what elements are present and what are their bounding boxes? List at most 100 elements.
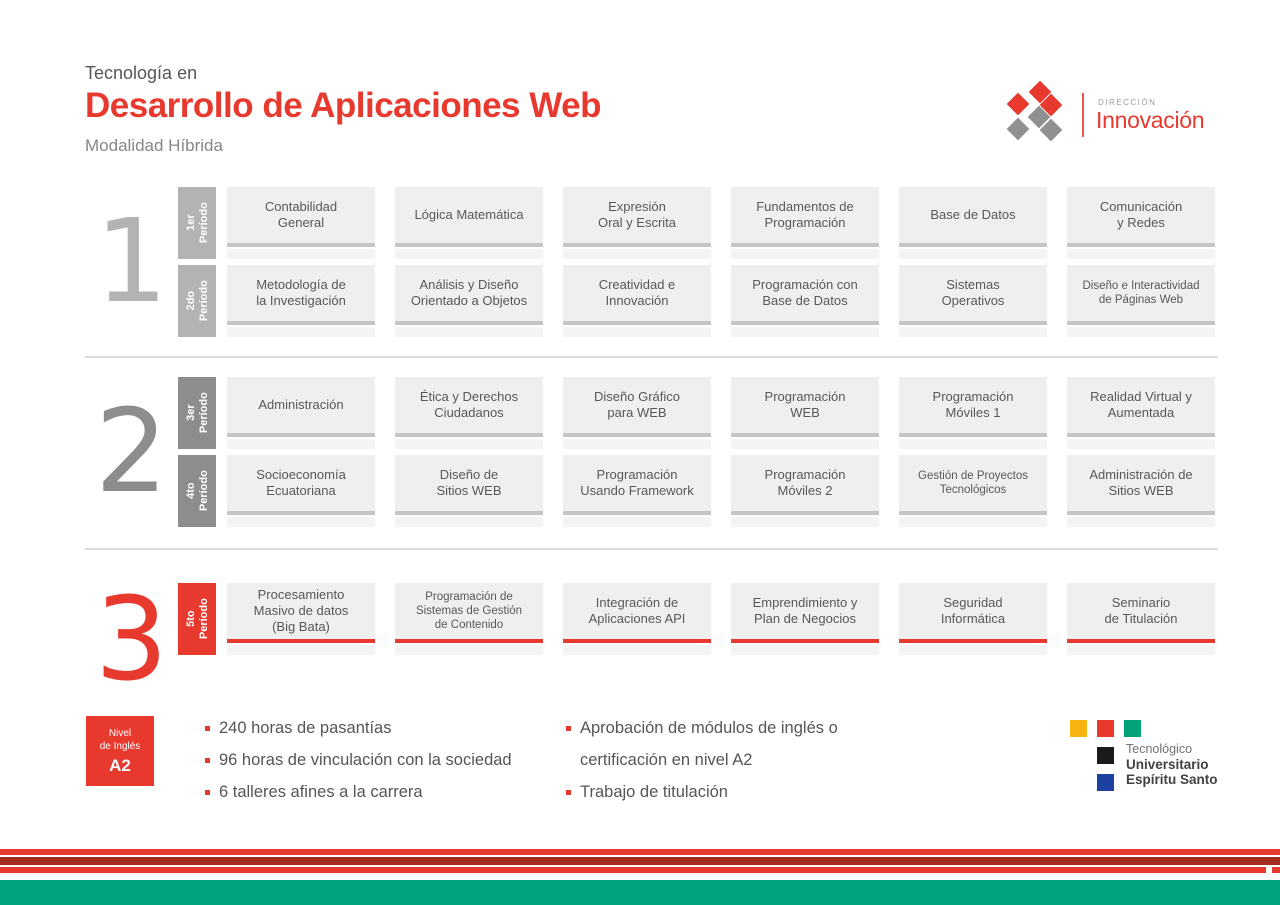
course-title: Base de Datos bbox=[930, 207, 1016, 223]
section-rows: 1er Período Contabilidad General Lógica Mat… bbox=[178, 187, 1215, 337]
course-card-body: Comunicación y Redes bbox=[1067, 187, 1215, 243]
card-underline bbox=[899, 511, 1047, 515]
course-card-body: Diseño de Sitios WEB bbox=[395, 455, 543, 511]
card-gap bbox=[899, 515, 1047, 517]
course-card: Seminario de Titulación bbox=[1067, 583, 1215, 655]
card-gap bbox=[563, 515, 711, 517]
card-underline bbox=[227, 639, 375, 643]
course-title: Programación Usando Framework bbox=[580, 467, 694, 498]
period-tab: 1er Período bbox=[178, 187, 216, 259]
course-card: Metodología de la Investigación bbox=[227, 265, 375, 337]
bullet-icon bbox=[205, 758, 210, 763]
course-card: Seguridad Informática bbox=[899, 583, 1047, 655]
card-underline bbox=[731, 433, 879, 437]
card-gap bbox=[563, 437, 711, 439]
period-tab: 3er Período bbox=[178, 377, 216, 449]
course-card: Análisis y Diseño Orientado a Objetos bbox=[395, 265, 543, 337]
card-gap bbox=[899, 247, 1047, 249]
card-gap bbox=[731, 247, 879, 249]
card-gap bbox=[227, 247, 375, 249]
course-card-body: Lógica Matemática bbox=[395, 187, 543, 243]
card-underline bbox=[1067, 243, 1215, 247]
card-underline bbox=[227, 321, 375, 325]
card-gap bbox=[395, 437, 543, 439]
card-footer-strip bbox=[899, 439, 1047, 449]
course-card-body: Emprendimiento y Plan de Negocios bbox=[731, 583, 879, 639]
card-gap bbox=[227, 515, 375, 517]
card-gap bbox=[731, 643, 879, 645]
course-title: Gestión de Proyectos Tecnológicos bbox=[918, 469, 1028, 496]
course-card: Diseño e Interactividad de Páginas Web bbox=[1067, 265, 1215, 337]
course-card: Expresión Oral y Escrita bbox=[563, 187, 711, 259]
card-footer-strip bbox=[227, 327, 375, 337]
card-footer-strip bbox=[731, 439, 879, 449]
card-gap bbox=[1067, 437, 1215, 439]
card-underline bbox=[1067, 511, 1215, 515]
course-card-body: Programación con Base de Datos bbox=[731, 265, 879, 321]
english-level-badge: Nivel de Inglés A2 bbox=[86, 716, 154, 786]
card-underline bbox=[395, 511, 543, 515]
card-underline bbox=[395, 639, 543, 643]
card-gap bbox=[563, 325, 711, 327]
stripe-dark-red bbox=[0, 857, 1280, 865]
course-card: Realidad Virtual y Aumentada bbox=[1067, 377, 1215, 449]
course-title: Realidad Virtual y Aumentada bbox=[1090, 389, 1192, 420]
card-gap bbox=[395, 247, 543, 249]
period-label: 2do Período bbox=[184, 280, 210, 322]
card-gap bbox=[227, 643, 375, 645]
card-footer-strip bbox=[395, 327, 543, 337]
course-card-body: Diseño e Interactividad de Páginas Web bbox=[1067, 265, 1215, 321]
period-row: 1er Período Contabilidad General Lógica Mat… bbox=[178, 187, 1215, 259]
course-card: Programación WEB bbox=[731, 377, 879, 449]
course-card-body: Diseño Gráfico para WEB bbox=[563, 377, 711, 433]
course-title: Seguridad Informática bbox=[940, 595, 1006, 626]
course-card-body: Administración de Sitios WEB bbox=[1067, 455, 1215, 511]
card-underline bbox=[563, 321, 711, 325]
course-title: Lógica Matemática bbox=[414, 207, 524, 223]
course-title: Seminario de Titulación bbox=[1104, 595, 1178, 626]
card-footer-strip bbox=[563, 439, 711, 449]
section-2: 2 3er Período Administración Ética y Derecho… bbox=[85, 377, 1215, 527]
card-underline bbox=[563, 433, 711, 437]
course-card: Base de Datos bbox=[899, 187, 1047, 259]
card-footer-strip bbox=[899, 249, 1047, 259]
course-card: Diseño Gráfico para WEB bbox=[563, 377, 711, 449]
card-gap bbox=[731, 325, 879, 327]
course-title: Programación WEB bbox=[764, 389, 846, 420]
course-card-body: Sistemas Operativos bbox=[899, 265, 1047, 321]
logo-square-yellow bbox=[1070, 720, 1087, 737]
card-gap bbox=[227, 437, 375, 439]
card-footer-strip bbox=[899, 327, 1047, 337]
card-footer-strip bbox=[731, 249, 879, 259]
course-title: Metodología de la Investigación bbox=[256, 277, 346, 308]
course-card-body: Programación Móviles 2 bbox=[731, 455, 879, 511]
course-title: Ética y Derechos Ciudadanos bbox=[419, 389, 519, 420]
stripe-red-bottom-cap bbox=[1272, 867, 1280, 873]
card-footer-strip bbox=[1067, 327, 1215, 337]
course-card-body: Expresión Oral y Escrita bbox=[563, 187, 711, 243]
period-label: 5to Período bbox=[184, 598, 210, 640]
card-gap bbox=[1067, 643, 1215, 645]
card-footer-strip bbox=[731, 645, 879, 655]
bullet-item: 6 talleres afines a la carrera bbox=[205, 776, 550, 808]
english-level-line1: Nivel bbox=[108, 727, 132, 739]
university-name-line3: Espíritu Santo bbox=[1126, 772, 1218, 787]
bullet-text: 6 talleres afines a la carrera bbox=[219, 783, 423, 801]
card-footer-strip bbox=[395, 249, 543, 259]
card-underline bbox=[899, 639, 1047, 643]
course-cards: Administración Ética y Derechos Ciudadano… bbox=[227, 377, 1215, 449]
course-card-body: Seguridad Informática bbox=[899, 583, 1047, 639]
course-card-body: Programación Móviles 1 bbox=[899, 377, 1047, 433]
course-title: Programación de Sistemas de Gestión de C… bbox=[415, 590, 523, 631]
card-footer-strip bbox=[1067, 439, 1215, 449]
card-gap bbox=[395, 325, 543, 327]
course-title: Diseño Gráfico para WEB bbox=[594, 389, 680, 420]
course-card-body: Metodología de la Investigación bbox=[227, 265, 375, 321]
course-card: Procesamiento Masivo de datos (Big Bata) bbox=[227, 583, 375, 655]
bullet-icon bbox=[205, 790, 210, 795]
card-underline bbox=[563, 639, 711, 643]
period-row: 5to Período Procesamiento Masivo de datos … bbox=[178, 583, 1215, 655]
logo-square-blue bbox=[1097, 774, 1114, 791]
course-card-body: Programación WEB bbox=[731, 377, 879, 433]
